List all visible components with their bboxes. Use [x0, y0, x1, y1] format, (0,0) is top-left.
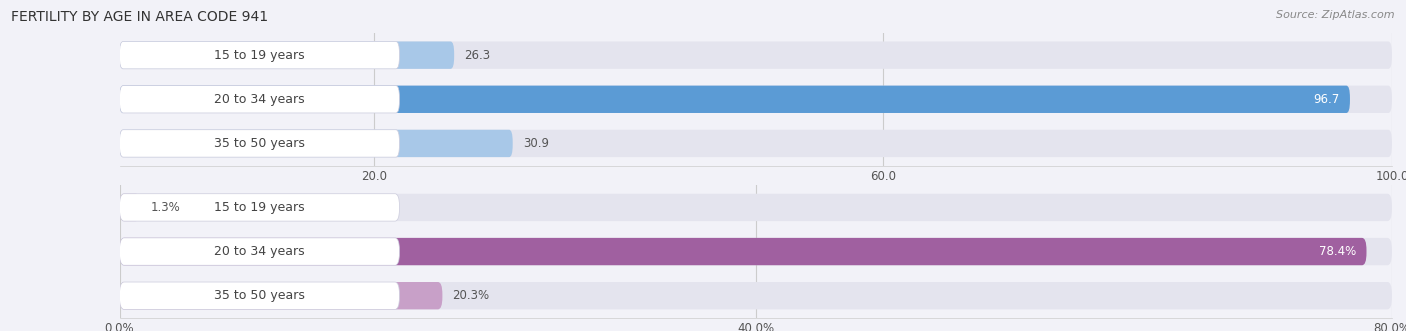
Text: 26.3: 26.3 — [464, 49, 491, 62]
FancyBboxPatch shape — [120, 238, 1392, 265]
Text: 96.7: 96.7 — [1313, 93, 1340, 106]
FancyBboxPatch shape — [120, 282, 399, 309]
Text: 15 to 19 years: 15 to 19 years — [214, 201, 305, 214]
FancyBboxPatch shape — [120, 194, 1392, 221]
FancyBboxPatch shape — [120, 194, 399, 221]
FancyBboxPatch shape — [120, 86, 399, 113]
FancyBboxPatch shape — [120, 41, 1392, 69]
Text: 1.3%: 1.3% — [150, 201, 180, 214]
Text: 20 to 34 years: 20 to 34 years — [214, 93, 305, 106]
FancyBboxPatch shape — [120, 238, 1367, 265]
Text: Source: ZipAtlas.com: Source: ZipAtlas.com — [1277, 10, 1395, 20]
FancyBboxPatch shape — [120, 194, 141, 221]
Text: 78.4%: 78.4% — [1319, 245, 1357, 258]
Text: 35 to 50 years: 35 to 50 years — [214, 137, 305, 150]
Text: FERTILITY BY AGE IN AREA CODE 941: FERTILITY BY AGE IN AREA CODE 941 — [11, 10, 269, 24]
Text: 20 to 34 years: 20 to 34 years — [214, 245, 305, 258]
FancyBboxPatch shape — [120, 86, 1350, 113]
FancyBboxPatch shape — [120, 130, 513, 157]
Text: 30.9: 30.9 — [523, 137, 548, 150]
Text: 20.3%: 20.3% — [453, 289, 489, 302]
FancyBboxPatch shape — [120, 130, 1392, 157]
FancyBboxPatch shape — [120, 282, 443, 309]
FancyBboxPatch shape — [120, 238, 399, 265]
Text: 15 to 19 years: 15 to 19 years — [214, 49, 305, 62]
FancyBboxPatch shape — [120, 41, 399, 69]
FancyBboxPatch shape — [120, 41, 454, 69]
FancyBboxPatch shape — [120, 86, 1392, 113]
Text: 35 to 50 years: 35 to 50 years — [214, 289, 305, 302]
FancyBboxPatch shape — [120, 130, 399, 157]
FancyBboxPatch shape — [120, 282, 1392, 309]
